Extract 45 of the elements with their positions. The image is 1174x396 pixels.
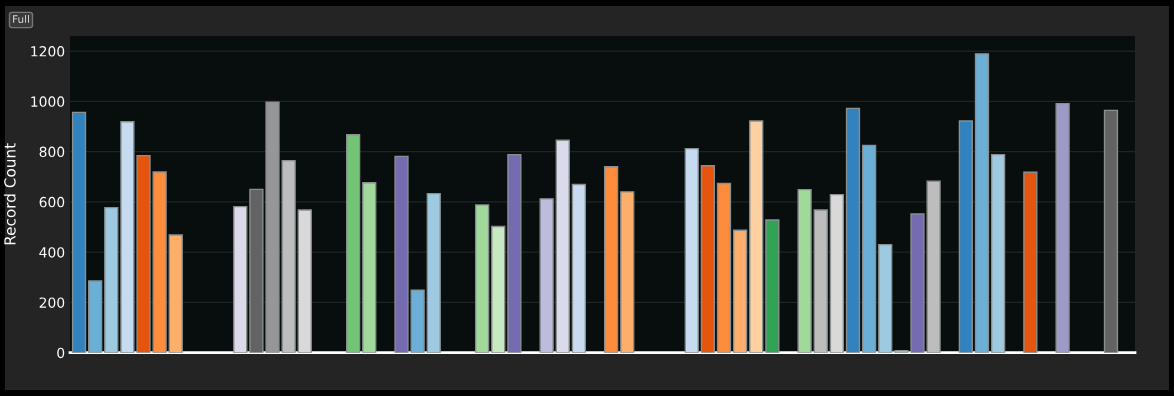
bar bbox=[104, 206, 119, 353]
bar bbox=[474, 204, 490, 353]
y-tick-label: 1000 bbox=[31, 96, 65, 107]
bar bbox=[990, 153, 1006, 353]
bar bbox=[571, 183, 587, 353]
bar bbox=[1023, 171, 1038, 353]
bar bbox=[620, 191, 635, 353]
y-axis-title: Record Count bbox=[3, 143, 16, 245]
bar bbox=[233, 205, 248, 353]
bar bbox=[491, 225, 506, 353]
bar bbox=[88, 280, 103, 353]
bar bbox=[974, 53, 990, 353]
bar bbox=[168, 234, 183, 353]
bar bbox=[1055, 102, 1070, 353]
y-tick-label: 200 bbox=[39, 297, 65, 308]
text: Full bbox=[13, 14, 29, 24]
bar bbox=[555, 139, 570, 353]
y-tick-label: 1200 bbox=[31, 46, 65, 57]
bar bbox=[1103, 109, 1119, 353]
bar bbox=[152, 171, 167, 353]
bar bbox=[829, 193, 845, 353]
y-tick-label: 400 bbox=[39, 247, 65, 258]
bar bbox=[765, 219, 780, 353]
bar bbox=[539, 198, 554, 353]
bar bbox=[732, 229, 748, 353]
y-tick-label: 0 bbox=[57, 347, 65, 359]
bar bbox=[749, 120, 764, 353]
bar bbox=[861, 144, 877, 353]
bar bbox=[297, 209, 312, 353]
bar bbox=[878, 243, 893, 353]
bar bbox=[603, 166, 619, 353]
bar bbox=[684, 147, 699, 353]
y-tick-label: 800 bbox=[39, 146, 65, 158]
bar bbox=[845, 107, 861, 353]
bar bbox=[716, 182, 732, 353]
bar bbox=[797, 188, 812, 353]
bar bbox=[958, 120, 974, 353]
bar bbox=[700, 165, 716, 353]
bar bbox=[813, 209, 828, 353]
bar bbox=[362, 182, 377, 353]
bar bbox=[71, 111, 87, 353]
bar bbox=[507, 153, 522, 353]
y-tick-label: 600 bbox=[39, 196, 65, 208]
bar bbox=[345, 134, 361, 353]
bar bbox=[426, 192, 441, 353]
